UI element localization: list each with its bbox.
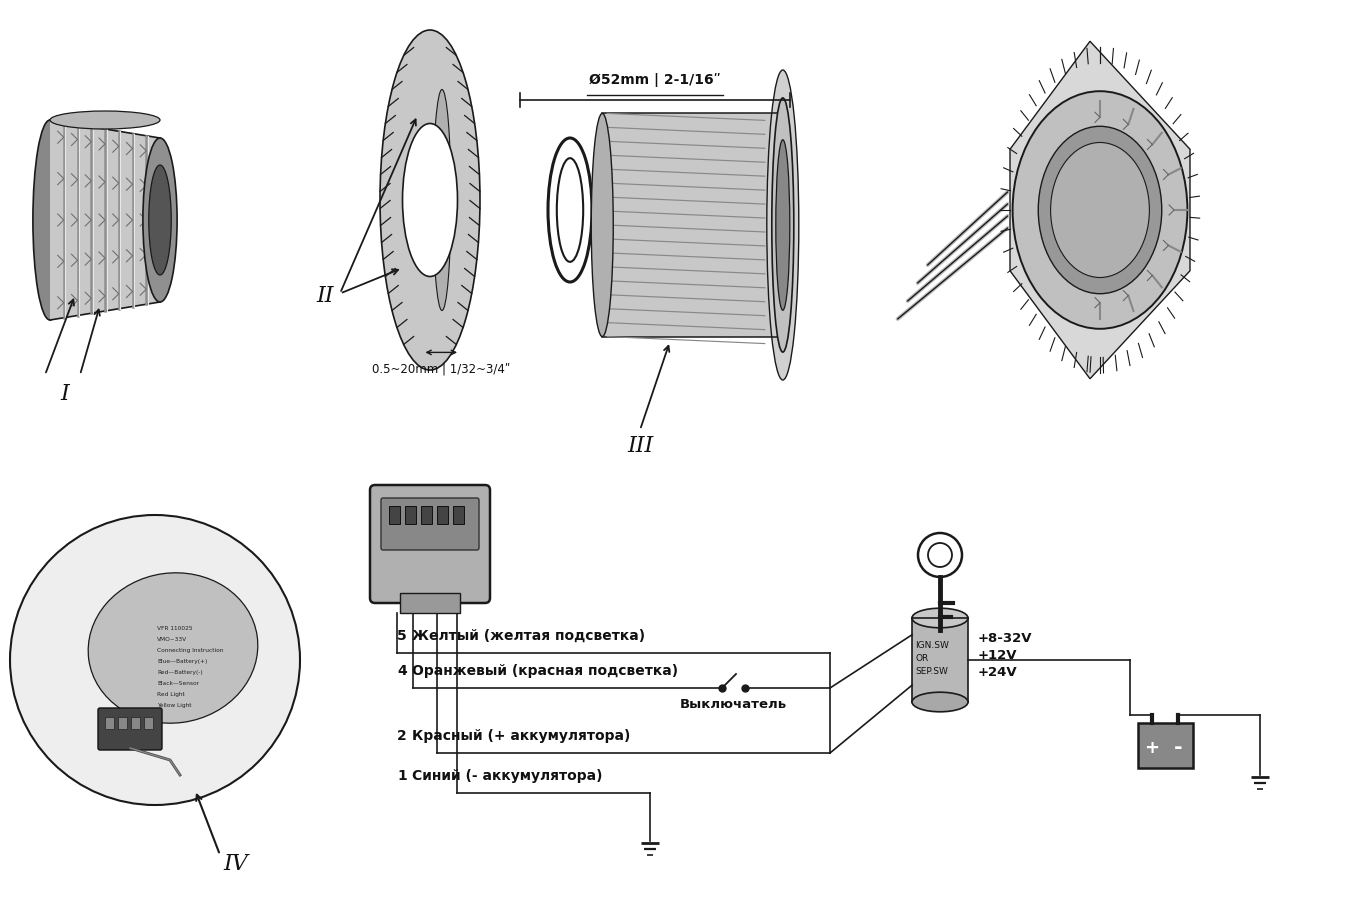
- Circle shape: [927, 543, 952, 567]
- Text: Black—Sensor: Black—Sensor: [157, 681, 198, 686]
- Text: IGN.SW: IGN.SW: [915, 641, 949, 650]
- Text: II: II: [316, 285, 333, 307]
- Text: +: +: [1145, 739, 1160, 757]
- FancyBboxPatch shape: [381, 498, 479, 550]
- Ellipse shape: [148, 165, 171, 275]
- Ellipse shape: [591, 114, 613, 337]
- Ellipse shape: [50, 111, 161, 129]
- Text: 4: 4: [397, 664, 406, 678]
- Bar: [131, 717, 140, 729]
- Text: Blue—Battery(+): Blue—Battery(+): [157, 659, 208, 664]
- Bar: [400, 593, 460, 613]
- Text: +24V: +24V: [977, 666, 1018, 679]
- Text: -: -: [1173, 738, 1183, 758]
- Ellipse shape: [767, 70, 799, 380]
- Circle shape: [918, 533, 963, 577]
- Ellipse shape: [143, 138, 177, 302]
- Text: 5: 5: [397, 629, 406, 643]
- Text: III: III: [626, 435, 653, 457]
- Text: 1: 1: [397, 769, 406, 783]
- Bar: [421, 506, 432, 524]
- Text: +8-32V: +8-32V: [977, 632, 1033, 645]
- Bar: [437, 506, 448, 524]
- Text: IV: IV: [223, 853, 248, 875]
- Text: Red Light: Red Light: [157, 692, 185, 697]
- Polygon shape: [50, 120, 161, 320]
- Text: OR: OR: [915, 654, 929, 663]
- Circle shape: [9, 515, 300, 805]
- Ellipse shape: [1038, 126, 1162, 294]
- Text: VFR 110025: VFR 110025: [157, 626, 193, 631]
- Ellipse shape: [556, 158, 583, 262]
- Text: 2: 2: [397, 729, 406, 743]
- Text: Синий (- аккумулятора): Синий (- аккумулятора): [412, 769, 602, 783]
- Ellipse shape: [32, 120, 68, 320]
- Ellipse shape: [433, 89, 451, 310]
- Text: Желтый (желтая подсветка): Желтый (желтая подсветка): [412, 629, 645, 643]
- Bar: [389, 506, 400, 524]
- FancyBboxPatch shape: [370, 485, 490, 603]
- Ellipse shape: [88, 572, 258, 723]
- Polygon shape: [1010, 41, 1189, 379]
- Ellipse shape: [1050, 143, 1149, 278]
- Ellipse shape: [776, 140, 790, 310]
- Bar: [117, 717, 127, 729]
- Text: Красный (+ аккумулятора): Красный (+ аккумулятора): [412, 729, 630, 743]
- Bar: [1138, 723, 1193, 768]
- Text: Оранжевый (красная подсветка): Оранжевый (красная подсветка): [412, 664, 678, 678]
- Bar: [454, 506, 464, 524]
- Polygon shape: [602, 114, 783, 337]
- Text: 0.5~20mm | 1/32~3/4ʺ: 0.5~20mm | 1/32~3/4ʺ: [373, 362, 510, 376]
- Ellipse shape: [913, 608, 968, 628]
- Polygon shape: [913, 618, 968, 702]
- Ellipse shape: [402, 124, 458, 277]
- Bar: [144, 717, 153, 729]
- Ellipse shape: [379, 30, 481, 370]
- Ellipse shape: [913, 693, 968, 712]
- Text: VMO~33V: VMO~33V: [157, 637, 188, 642]
- Text: Выключатель: Выключатель: [680, 698, 787, 711]
- Ellipse shape: [772, 98, 794, 352]
- Text: Connecting Instruction: Connecting Instruction: [157, 648, 223, 653]
- Text: Yellow Light: Yellow Light: [157, 703, 192, 708]
- Bar: [405, 506, 416, 524]
- Text: Red—Battery(-): Red—Battery(-): [157, 670, 202, 675]
- Ellipse shape: [548, 138, 593, 282]
- Text: I: I: [61, 383, 69, 405]
- Ellipse shape: [1012, 91, 1188, 329]
- Bar: [105, 717, 113, 729]
- FancyBboxPatch shape: [99, 708, 162, 750]
- Text: SEP.SW: SEP.SW: [915, 667, 948, 676]
- Text: +12V: +12V: [977, 649, 1018, 662]
- Text: Ø52mm | 2-1/16ʺ: Ø52mm | 2-1/16ʺ: [589, 73, 721, 87]
